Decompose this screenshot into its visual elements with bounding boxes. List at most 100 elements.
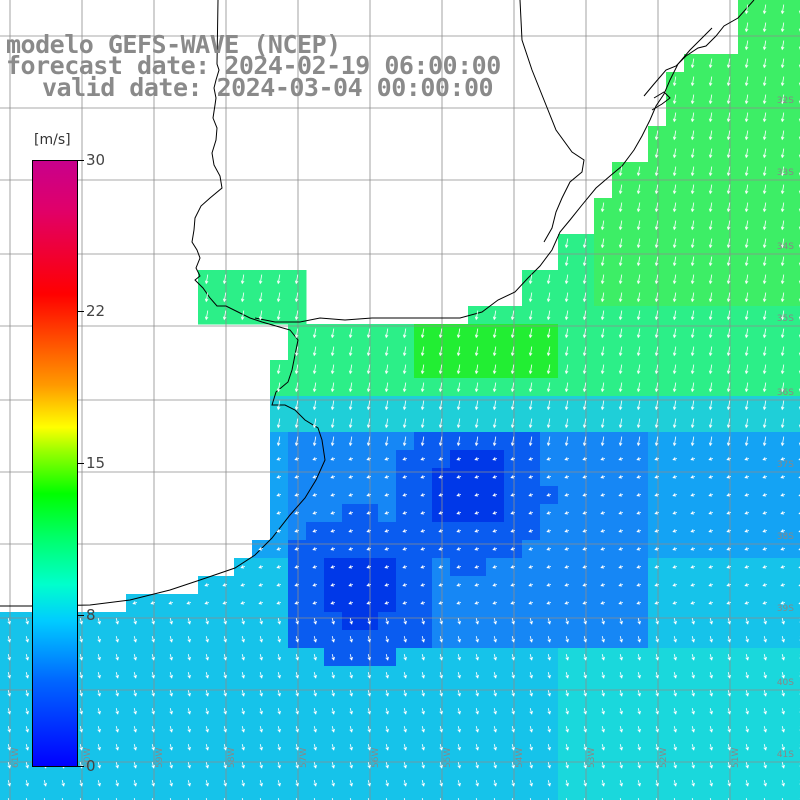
wind-arrow [438,547,444,551]
wind-arrow [600,364,605,375]
wind-arrow [745,635,749,643]
wind-arrow [744,94,749,105]
wind-arrow [690,166,695,177]
wind-arrow [366,511,372,515]
wind-arrow [690,511,696,515]
wind-arrow [259,797,262,800]
wind-speed-cell [198,792,217,800]
wind-arrow [367,617,371,625]
wind-arrow [726,292,731,303]
wind-arrow [25,635,29,643]
wind-arrow [744,529,750,533]
wind-arrow [529,707,533,715]
wind-arrow [349,671,353,679]
wind-arrow [348,493,354,497]
wind-arrow [528,436,533,447]
wind-arrow [331,635,335,643]
wind-arrow [7,797,10,800]
wind-arrow [582,310,587,321]
wind-arrow [115,797,118,800]
wind-arrow [726,94,731,105]
wind-arrow [601,797,604,800]
wind-arrow [564,310,569,321]
wind-arrow [672,256,677,267]
wind-arrow [529,725,533,733]
wind-arrow [258,274,263,285]
wind-arrow [349,743,353,751]
wind-arrow [492,400,497,411]
wind-arrow [636,547,642,551]
wind-arrow [294,457,300,461]
wind-arrow [708,583,714,587]
wind-arrow [133,779,137,787]
wind-arrow [151,779,155,787]
wind-arrow [348,547,354,551]
wind-arrow [241,635,245,643]
wind-speed-cell [504,792,523,800]
wind-arrow [294,547,300,551]
wind-arrow [673,743,677,751]
wind-arrow [565,671,569,679]
wind-speed-cell [18,792,37,800]
wind-arrow [745,743,749,751]
wind-arrow [672,457,678,461]
wind-arrow [528,493,534,497]
wind-arrow [187,653,191,661]
wind-speed-cell [792,594,800,613]
lon-label: 59W [155,748,165,768]
wind-arrow [366,475,372,479]
wind-arrow [474,475,480,479]
wind-speed-cell [792,360,800,379]
wind-arrow [655,689,659,697]
wind-arrow [79,653,83,661]
wind-arrow [438,346,443,357]
wind-arrow [727,671,731,679]
wind-arrow [222,601,228,605]
wind-arrow [763,779,767,787]
wind-arrow [672,346,677,357]
wind-arrow [564,418,569,429]
wind-arrow [474,493,480,497]
lon-label: 53W [587,748,597,768]
wind-arrow [762,565,768,569]
wind-arrow [672,418,677,429]
wind-speed-cell [792,468,800,487]
wind-arrow [259,617,263,625]
wind-arrow [636,274,641,285]
wind-arrow [600,418,605,429]
wind-arrow [258,565,264,569]
coastline-uruguay-brazil [254,27,713,323]
wind-arrow [348,328,353,339]
wind-arrow [780,310,785,321]
wind-speed-cell [792,162,800,181]
wind-arrow [151,743,155,751]
wind-arrow [600,565,606,569]
wind-speed-cell [792,486,800,505]
colorbar-tick-mark [78,160,84,161]
wind-arrow [151,707,155,715]
wind-arrow [726,382,731,393]
wind-arrow [133,797,136,800]
wind-arrow [439,671,443,679]
wind-arrow [493,617,497,625]
wind-arrow [691,635,695,643]
wind-arrow [708,112,713,123]
wind-arrow [330,511,336,515]
valid-date: valid date: 2024-03-04 00:00:00 [42,73,494,102]
wind-arrow [636,346,641,357]
wind-arrow [312,601,318,605]
wind-arrow [312,511,318,515]
wind-arrow [151,635,155,643]
wind-arrow [618,184,623,195]
wind-arrow [564,475,570,479]
wind-arrow [439,797,442,800]
wind-arrow [259,761,263,769]
wind-arrow [330,400,335,411]
wind-arrow [762,292,767,303]
wind-arrow [564,256,569,267]
wind-arrow [636,601,642,605]
wind-arrow [295,707,299,715]
wind-arrow [330,346,335,357]
wind-arrow [313,707,317,715]
wind-arrow [547,689,551,697]
